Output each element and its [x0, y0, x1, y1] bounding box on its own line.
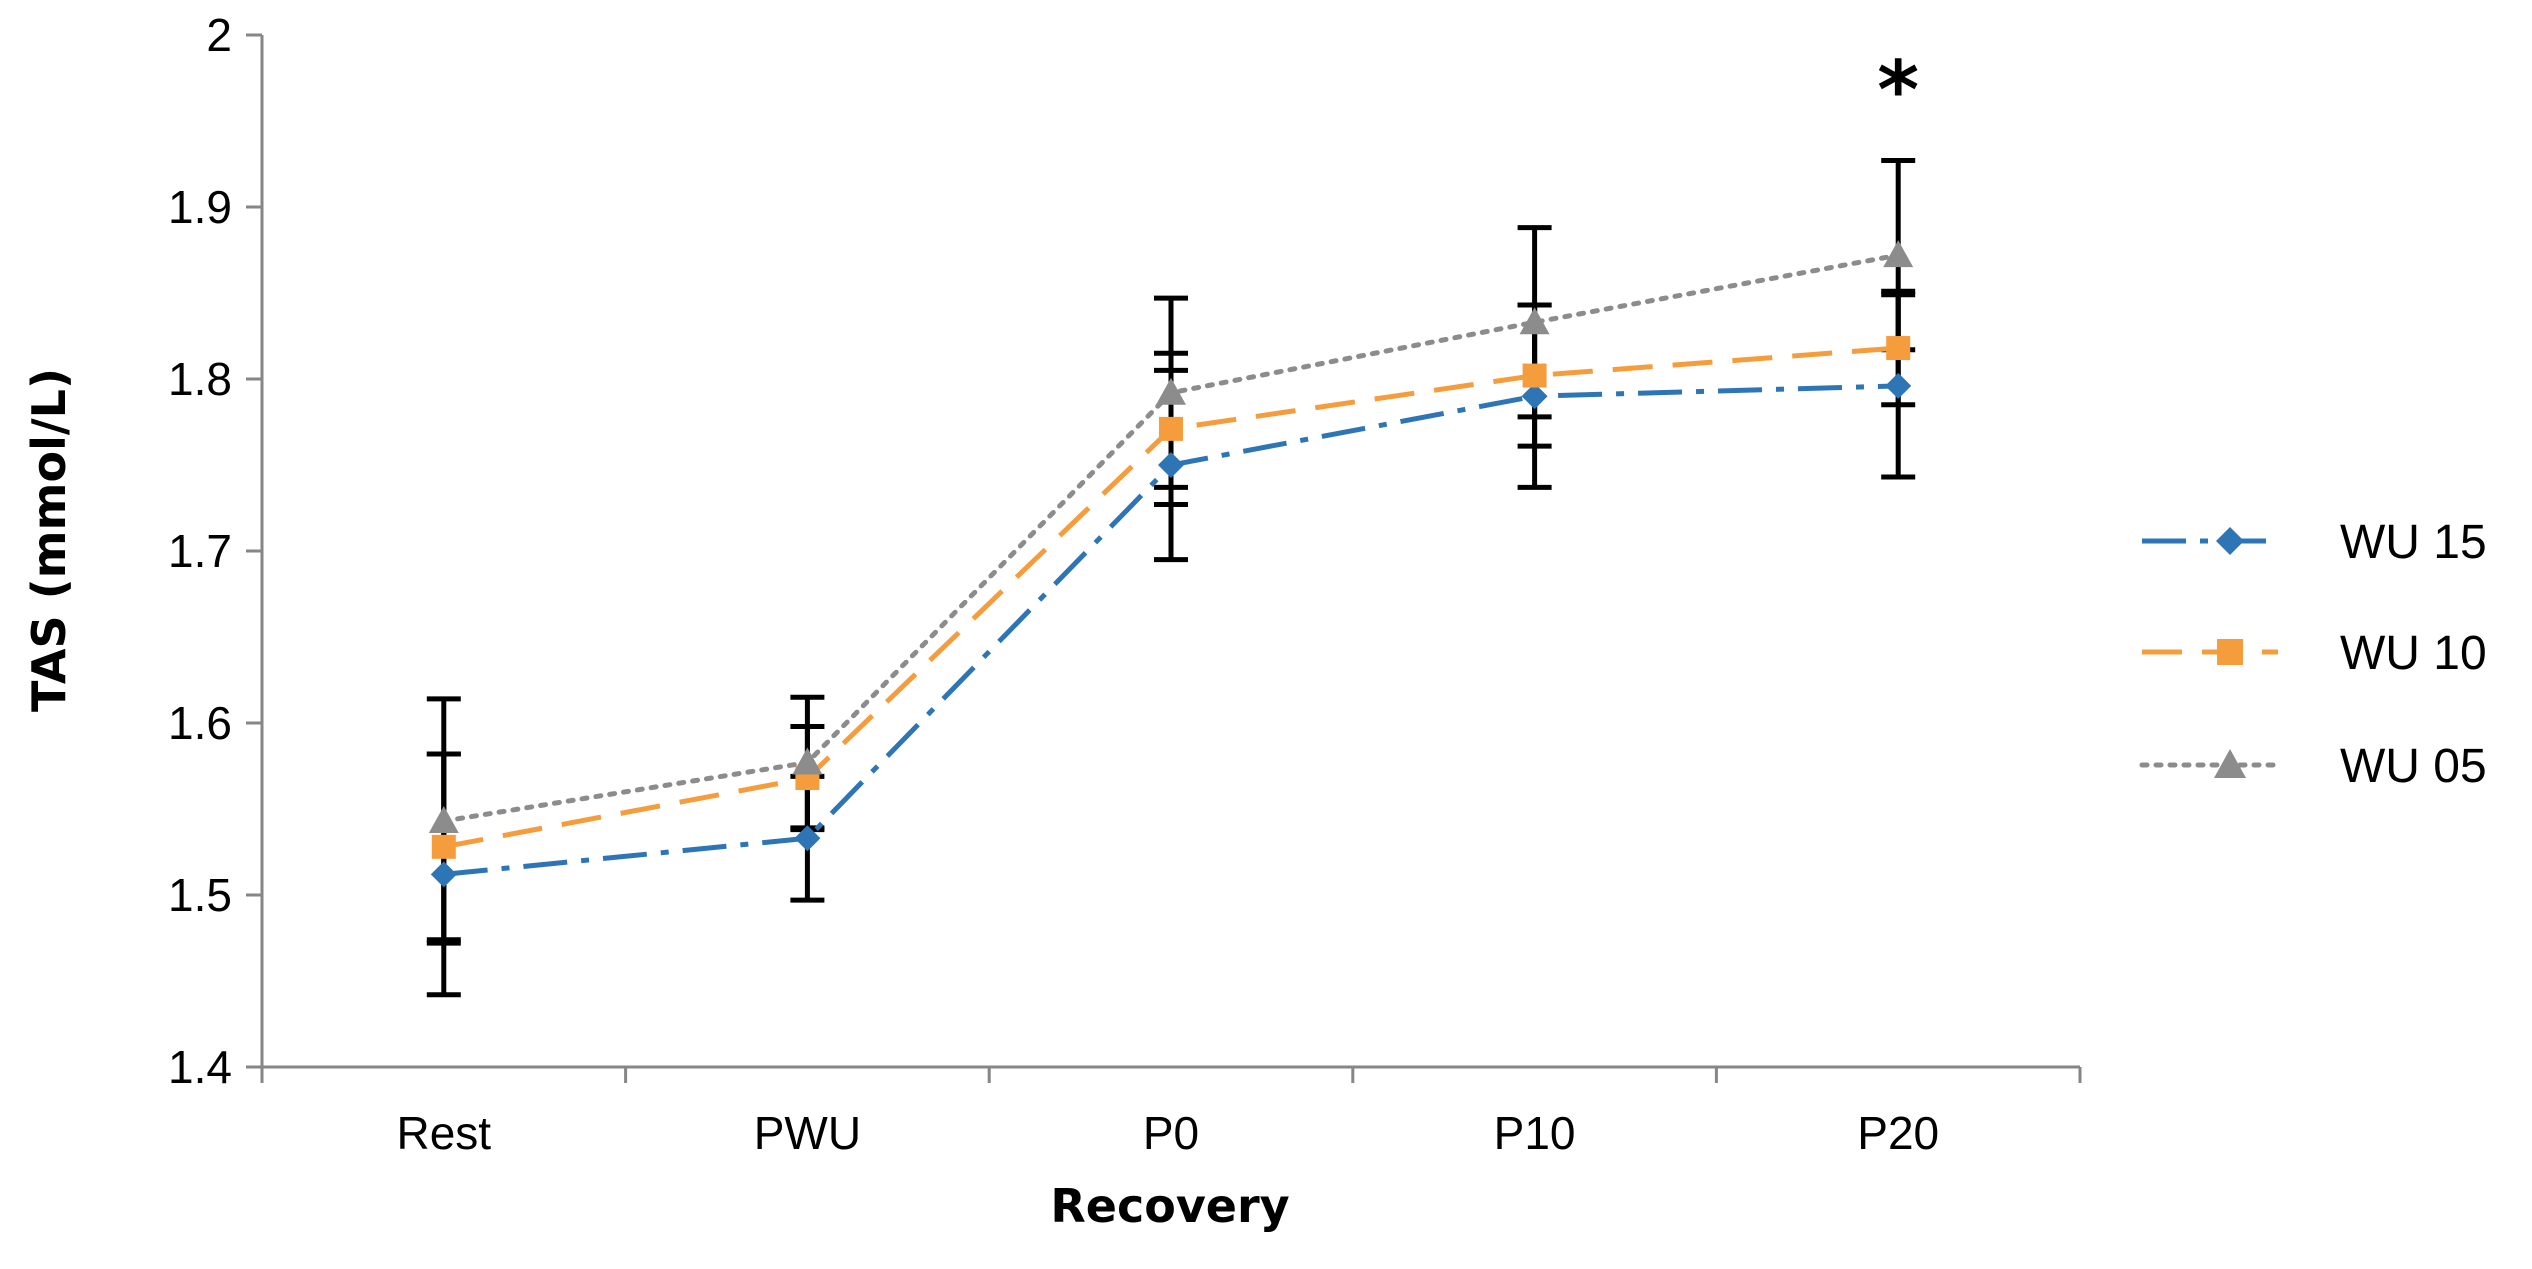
- y-tick-label: 1.5: [168, 869, 232, 921]
- x-tick-label: Rest: [397, 1107, 492, 1159]
- data-point-wu-05: [1156, 377, 1186, 405]
- axes-layer: 1.4 1.5 1.6 1.7 1.8 1.9 2 Rest PWU P0 P10 P20: [168, 9, 2082, 1159]
- legend-label-wu-15: WU 15: [2340, 516, 2487, 569]
- data-point-wu-10: [431, 834, 456, 859]
- x-axis-title: Recovery: [1050, 1179, 1289, 1233]
- legend-marker-wu-05: [2214, 749, 2246, 778]
- data-point-wu-15: [430, 861, 457, 888]
- data-point-wu-15: [1158, 452, 1184, 478]
- x-tick-label: PWU: [754, 1107, 861, 1159]
- y-tick-label: 1.7: [168, 525, 232, 577]
- data-point-wu-05: [1883, 240, 1914, 268]
- data-point-wu-05: [792, 747, 823, 775]
- x-tick-label: P10: [1494, 1107, 1576, 1159]
- legend-marker-wu-10: [2217, 639, 2243, 665]
- y-tick-label: 1.8: [168, 353, 232, 405]
- data-point-wu-10: [1159, 416, 1183, 441]
- legend-label-wu-05: WU 05: [2340, 740, 2487, 793]
- y-tick-label: 1.6: [168, 697, 232, 749]
- data-point-wu-10: [1886, 336, 1911, 361]
- y-tick-label: 1.4: [168, 1041, 232, 1093]
- data-point-wu-15: [1885, 372, 1912, 399]
- data-point-wu-05: [428, 806, 459, 834]
- x-tick-label: P20: [1857, 1107, 1939, 1159]
- y-axis-title: TAS (mmol/L): [22, 368, 76, 712]
- data-point-wu-15: [1521, 383, 1548, 410]
- significance-annotation: *: [1877, 44, 1919, 137]
- data-point-wu-10: [1522, 363, 1547, 388]
- y-tick-label: 1.9: [168, 181, 232, 233]
- data-point-wu-05: [1519, 307, 1550, 335]
- y-tick-label: 2: [206, 9, 232, 61]
- series-markers-layer: [428, 240, 1914, 888]
- error-bars-layer: [426, 158, 1916, 998]
- x-tick-label: P0: [1143, 1107, 1199, 1159]
- data-point-wu-15: [794, 825, 821, 852]
- legend-label-wu-10: WU 10: [2340, 627, 2487, 680]
- legend-marker-wu-15: [2216, 527, 2244, 555]
- legend: WU 15 WU 10 WU 05: [2139, 516, 2487, 793]
